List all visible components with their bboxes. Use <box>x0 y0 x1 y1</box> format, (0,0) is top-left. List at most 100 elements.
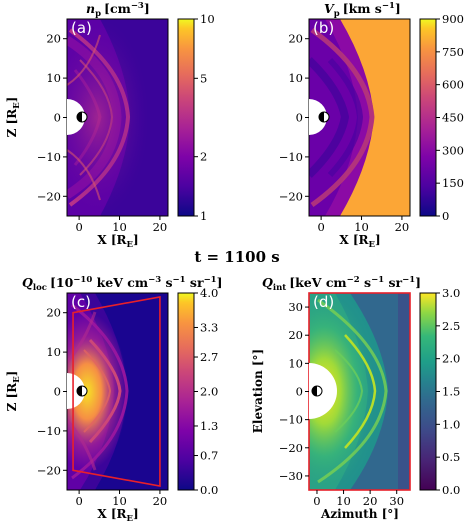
panel-c-title: Qloc [10−10 keV cm−3 s−1 sr−1] <box>22 275 223 293</box>
x-tick-label: 10 <box>112 220 127 234</box>
colorbar-tick-label: 1.5 <box>442 385 460 399</box>
y-tick-label: 0 <box>54 111 61 125</box>
y-tick-label: −20 <box>279 441 303 455</box>
panel-b-xlabel: X [RE] <box>339 233 380 250</box>
colorbar-tick-label: 900 <box>442 12 464 26</box>
panel-a-xticks: 0 10 20 <box>75 216 167 234</box>
panel-d-ylabel: Elevation [°] <box>251 349 265 433</box>
y-tick-label: 10 <box>46 71 61 85</box>
time-label: t = 1100 s <box>194 248 279 266</box>
x-tick-label: 20 <box>153 220 168 234</box>
panel-c: Qloc [10−10 keV cm−3 s−1 sr−1] (c) 0 10 20 … <box>5 275 223 524</box>
x-tick-label: 10 <box>112 494 127 508</box>
colorbar-tick-label: 1 <box>200 209 207 223</box>
colorbar-tick-label: 2.7 <box>200 350 218 364</box>
colorbar-tick-label: 2.5 <box>442 319 460 333</box>
colorbar-tick-label: 150 <box>442 176 464 190</box>
colorbar-tick-label: 0.5 <box>442 450 460 464</box>
x-tick-label: 30 <box>389 494 404 508</box>
panel-c-cbar-ticks: 4.0 3.3 2.7 2.0 1.3 0.7 0.0 <box>194 286 218 497</box>
panel-a-cbar-ticks: 10 5 2 1 <box>194 12 215 223</box>
colorbar-tick-label: 0 <box>442 209 449 223</box>
colorbar-tick-label: 3.3 <box>200 320 218 334</box>
x-tick-label: 0 <box>317 220 324 234</box>
y-tick-label: −10 <box>279 413 303 427</box>
panel-d-yticks: 30 20 10 0 −10 −20 −30 <box>279 300 309 483</box>
colorbar-tick-label: 4.0 <box>200 286 218 300</box>
x-tick-label: 0 <box>313 494 320 508</box>
panel-c-map <box>67 293 168 490</box>
x-tick-label: 0 <box>75 494 82 508</box>
y-tick-label: 0 <box>296 385 303 399</box>
panel-a-xlabel: X [RE] <box>97 233 138 250</box>
panel-a-label: (a) <box>71 19 92 37</box>
panel-b-yticks: 20 10 0 −10 −20 <box>279 32 309 203</box>
y-tick-label: 30 <box>288 300 303 314</box>
panel-a: np [cm−3] (a) 0 10 20 20 10 0 −10 −20 X [RE] Z … <box>5 1 215 250</box>
y-tick-label: 20 <box>46 32 61 46</box>
y-tick-label: 20 <box>288 32 303 46</box>
panel-d: Qint [keV cm−2 s−1 sr−1] (d) 0 10 20 30 30 20… <box>251 275 460 521</box>
panel-b-earth-mask <box>309 99 327 135</box>
y-tick-label: −20 <box>37 189 61 203</box>
colorbar-tick-label: 0.0 <box>442 483 460 497</box>
colorbar-tick-label: 2 <box>200 150 207 164</box>
x-tick-label: 10 <box>354 220 369 234</box>
panel-b-cbar-ticks: 900 750 600 450 300 150 0 <box>436 12 464 223</box>
panel-d-map <box>309 293 410 490</box>
colorbar-tick-label: 5 <box>200 71 207 85</box>
panel-c-xlabel: X [RE] <box>97 507 138 524</box>
y-tick-label: 10 <box>288 71 303 85</box>
colorbar-tick-label: 0.0 <box>200 483 218 497</box>
colorbar-tick-label: 2.0 <box>442 352 460 366</box>
y-tick-label: 0 <box>54 385 61 399</box>
panel-c-fov-outline <box>72 295 161 488</box>
panel-a-earth-mask <box>67 99 85 135</box>
panel-c-yticks: 20 10 0 −10 −20 <box>37 306 67 477</box>
panel-a-yticks: 20 10 0 −10 −20 <box>37 32 67 203</box>
colorbar-tick-label: 600 <box>442 78 464 92</box>
y-tick-label: 20 <box>288 328 303 342</box>
x-tick-label: 20 <box>363 494 378 508</box>
panel-d-colorbar <box>419 292 437 491</box>
panel-d-title: Qint [keV cm−2 s−1 sr−1] <box>262 275 421 293</box>
panel-b-label: (b) <box>313 19 334 37</box>
panel-c-colorbar <box>177 292 195 491</box>
panel-a-colorbar <box>177 18 195 217</box>
panel-c-earth-mask <box>67 373 85 409</box>
y-tick-label: −10 <box>37 150 61 164</box>
panel-c-xticks: 0 10 20 <box>75 490 167 508</box>
y-tick-label: −20 <box>279 189 303 203</box>
colorbar-tick-label: 450 <box>442 111 464 125</box>
panel-c-ylabel: Z [RE] <box>5 371 22 412</box>
panel-b-title: Vp [km s−1] <box>324 1 401 19</box>
colorbar-tick-label: 10 <box>200 12 215 26</box>
x-tick-label: 0 <box>75 220 82 234</box>
colorbar-tick-label: 300 <box>442 143 464 157</box>
y-tick-label: −20 <box>37 463 61 477</box>
y-tick-label: −10 <box>37 424 61 438</box>
y-tick-label: 20 <box>46 306 61 320</box>
panel-a-title: np [cm−3] <box>86 1 150 19</box>
panel-d-earth-mask <box>309 363 337 419</box>
panel-b-colorbar <box>419 18 437 217</box>
panel-a-ylabel: Z [RE] <box>5 97 22 138</box>
panel-d-xlabel: Azimuth [°] <box>320 507 399 521</box>
x-tick-label: 20 <box>153 494 168 508</box>
y-tick-label: −10 <box>279 150 303 164</box>
panel-d-xticks: 0 10 20 30 <box>313 490 404 508</box>
colorbar-tick-label: 3.0 <box>442 286 460 300</box>
colorbar-tick-label: 1.3 <box>200 419 218 433</box>
panel-b-xticks: 0 10 20 <box>317 216 409 234</box>
colorbar-tick-label: 2.0 <box>200 385 218 399</box>
y-tick-label: 10 <box>46 345 61 359</box>
x-tick-label: 20 <box>395 220 410 234</box>
colorbar-tick-label: 0.7 <box>200 449 218 463</box>
panel-d-cbar-ticks: 3.0 2.5 2.0 1.5 1.0 0.5 0.0 <box>436 286 460 497</box>
colorbar-tick-label: 750 <box>442 45 464 59</box>
panel-c-label: (c) <box>71 293 91 311</box>
y-tick-label: 10 <box>288 356 303 370</box>
panel-a-map <box>67 19 168 216</box>
